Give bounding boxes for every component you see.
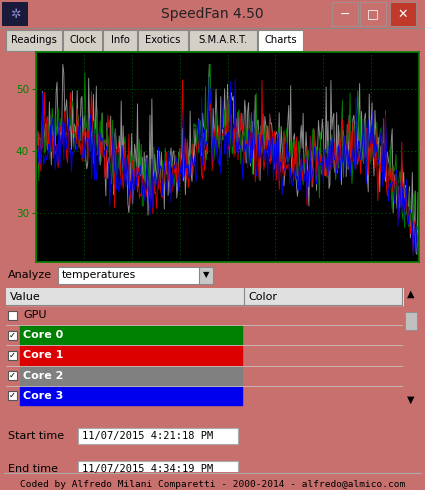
Text: Value: Value [10, 292, 41, 301]
Text: ▲: ▲ [407, 289, 415, 299]
FancyBboxPatch shape [63, 30, 102, 51]
Text: Analyze: Analyze [8, 270, 52, 280]
Bar [8, 371, 17, 380]
Text: −: − [340, 7, 350, 21]
Text: temperatures: temperatures [62, 270, 136, 280]
Text: ✓: ✓ [9, 392, 16, 400]
Bar [199, 267, 213, 284]
Text: Readings: Readings [11, 35, 57, 45]
Bar [8, 392, 17, 400]
Text: End time: End time [8, 464, 58, 474]
Bar [390, 2, 416, 26]
Bar [8, 311, 17, 319]
FancyBboxPatch shape [103, 30, 136, 51]
Text: S.M.A.R.T.: S.M.A.R.T. [198, 35, 248, 45]
Text: Core 2: Core 2 [23, 371, 63, 381]
Text: Clock: Clock [69, 35, 96, 45]
Bar [58, 267, 213, 284]
Text: ✓: ✓ [9, 331, 16, 340]
FancyBboxPatch shape [138, 30, 188, 51]
Text: Color: Color [248, 292, 277, 301]
Bar [8, 331, 17, 340]
Bar [405, 312, 417, 330]
Text: Coded by Alfredo Milani Comparetti - 2000-2014 - alfredo@almico.com: Coded by Alfredo Milani Comparetti - 200… [20, 480, 405, 489]
Bar [78, 461, 238, 477]
Bar [2, 2, 28, 26]
Text: Charts: Charts [264, 35, 297, 45]
Text: SpeedFan 4.50: SpeedFan 4.50 [161, 7, 264, 21]
Text: ▼: ▼ [407, 395, 415, 405]
Text: GPU: GPU [23, 310, 46, 320]
Text: ✓: ✓ [9, 371, 16, 380]
FancyBboxPatch shape [6, 30, 62, 51]
Text: ▼: ▼ [203, 270, 209, 279]
Text: Start time: Start time [8, 431, 64, 441]
Text: ✓: ✓ [9, 351, 16, 360]
Bar [78, 428, 238, 444]
Bar [360, 2, 386, 26]
Text: Core 3: Core 3 [23, 391, 63, 401]
Text: Core 0: Core 0 [23, 330, 63, 340]
FancyBboxPatch shape [189, 30, 257, 51]
Text: ✲: ✲ [10, 7, 20, 21]
Text: Info: Info [110, 35, 130, 45]
Text: Exotics: Exotics [145, 35, 181, 45]
Text: Core 1: Core 1 [23, 350, 63, 361]
Bar [8, 351, 17, 360]
Text: 11/07/2015 4:34:19 PM: 11/07/2015 4:34:19 PM [82, 464, 213, 474]
Bar [332, 2, 358, 26]
Text: 11/07/2015 4:21:18 PM: 11/07/2015 4:21:18 PM [82, 431, 213, 441]
Text: □: □ [367, 7, 379, 21]
FancyBboxPatch shape [258, 30, 303, 51]
Text: ✕: ✕ [398, 7, 408, 21]
